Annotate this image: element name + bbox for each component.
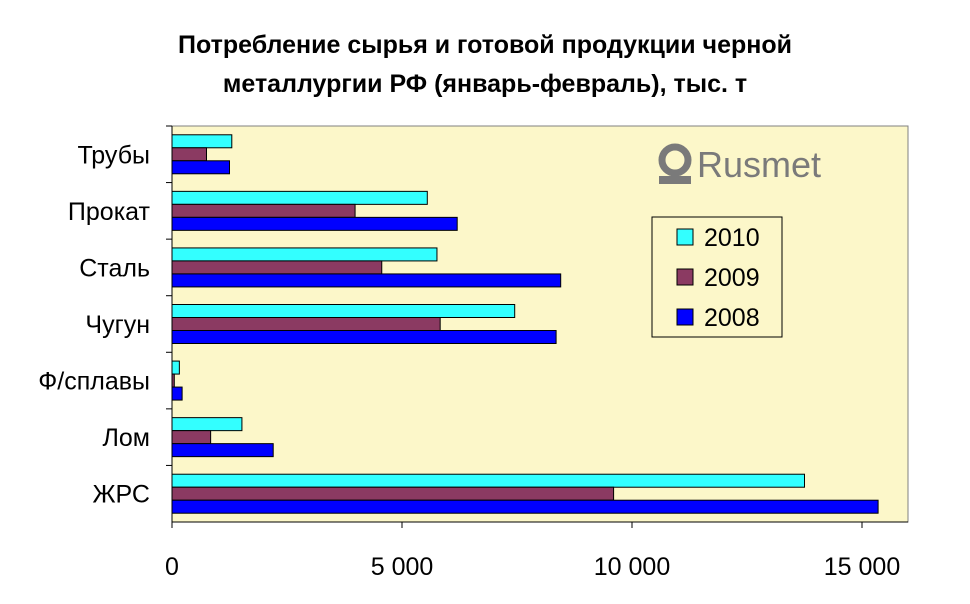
category-label: Лом: [103, 424, 151, 452]
category-label: Ф/сплавы: [38, 368, 150, 396]
bar-2008-3: [171, 273, 562, 288]
bar-2010-6: [171, 417, 243, 432]
bar-2010-2: [171, 190, 428, 205]
category-label: Сталь: [79, 254, 150, 282]
chart-title: Потребление сырья и готовой продукции че…: [0, 26, 970, 104]
bar-2010-3: [171, 247, 438, 262]
bar-2008-7: [171, 499, 879, 514]
category-labels: Трубы Прокат Сталь Чугун Ф/сплавы Лом ЖРС: [38, 125, 172, 509]
legend: 2010 2009 2008: [651, 216, 783, 338]
legend-label-2009: 2009: [704, 264, 760, 292]
bar-2008-2: [171, 216, 458, 231]
category-label: ЖРС: [92, 481, 150, 509]
bar-2010-4: [171, 304, 516, 318]
bar-2008-5: [171, 386, 183, 401]
x-tick-label: 5 000: [371, 553, 434, 581]
bar-2009-1: [171, 147, 207, 162]
rusmet-logo-icon: [658, 143, 692, 184]
rusmet-logo: Rusmet: [658, 143, 821, 185]
bar-2010-5: [171, 360, 180, 375]
category-label: Чугун: [85, 311, 150, 339]
bar-2009-6: [171, 430, 212, 445]
bar-2010-1: [171, 134, 233, 149]
category-label: Прокат: [68, 198, 151, 226]
bar-2008-4: [171, 330, 557, 344]
legend-label-2008: 2008: [704, 304, 760, 332]
legend-swatch-2008: [676, 308, 694, 326]
x-tick-label: 0: [165, 553, 179, 581]
bar-2008-1: [171, 160, 230, 175]
chart-title-line-2: металлургии РФ (январь-февраль), тыс. т: [222, 70, 748, 98]
chart-title-line-1: Потребление сырья и готовой продукции че…: [178, 31, 792, 59]
x-tick-label: 10 000: [594, 553, 670, 581]
bar-2009-7: [171, 486, 615, 501]
x-axis-ticks: 0 5 000 10 000 15 000: [165, 522, 900, 581]
bar-2008-6: [171, 443, 274, 458]
bar-2010-7: [171, 473, 805, 488]
legend-swatch-2009: [676, 268, 694, 286]
x-tick-label: 15 000: [824, 553, 900, 581]
rusmet-logo-text: Rusmet: [697, 144, 821, 185]
bar-2009-3: [171, 260, 383, 275]
category-label: Трубы: [77, 141, 150, 169]
legend-label-2010: 2010: [704, 224, 760, 252]
bar-2009-2: [171, 203, 356, 218]
legend-box: [651, 216, 783, 338]
legend-swatch-2010: [676, 228, 694, 246]
bars-group: [171, 134, 879, 514]
bar-2009-4: [171, 317, 441, 331]
